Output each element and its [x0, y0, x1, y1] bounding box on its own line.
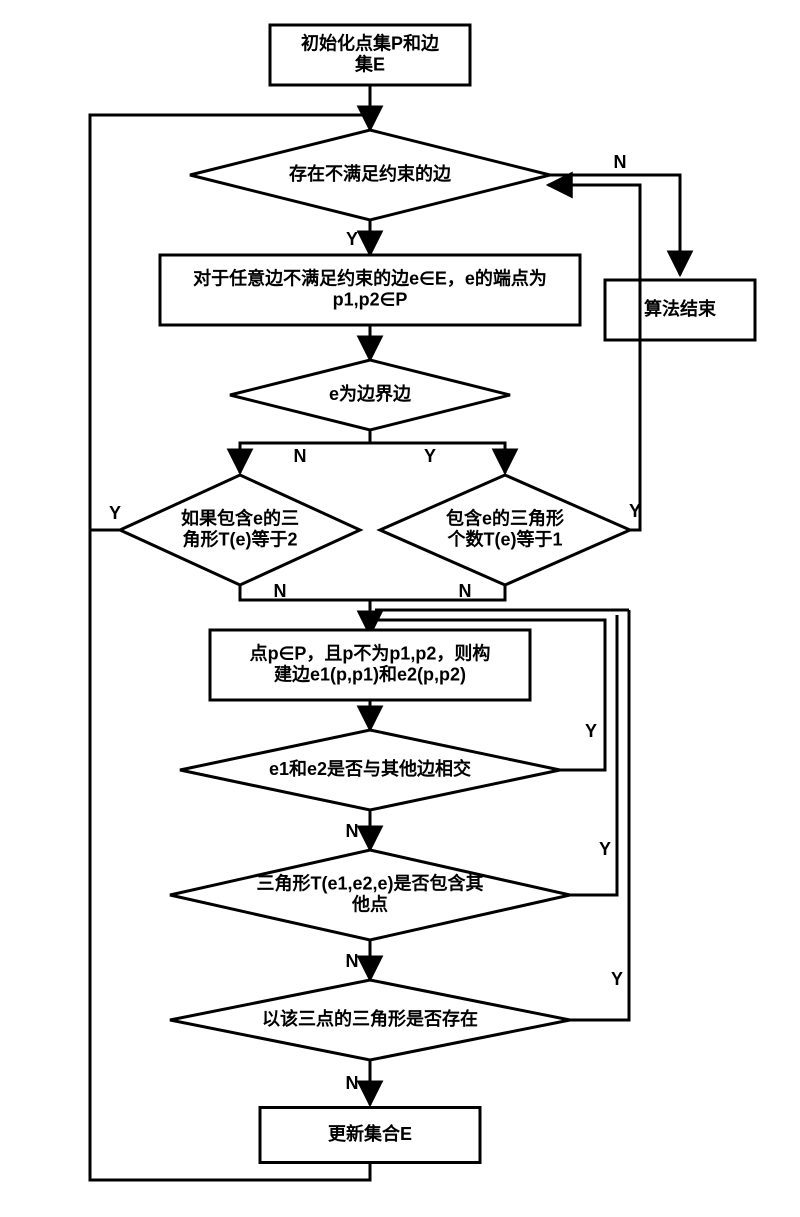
label-d4-n: N — [459, 581, 472, 601]
label-d7-y: Y — [611, 969, 623, 989]
label-d6-y: Y — [599, 839, 611, 859]
node-p2-label: 点p∈P，且p不为p1,p2，则构建边e1(p,p1)和e2(p,p2) — [250, 642, 491, 684]
node-d4-label: 包含e的三角形个数T(e)等于1 — [446, 507, 564, 549]
node-d2-label: e为边界边 — [329, 383, 412, 404]
label-d3-y: Y — [109, 503, 121, 523]
label-d6-n: N — [346, 951, 359, 971]
edge-d4-n — [370, 585, 505, 600]
label-d2-y: Y — [424, 446, 436, 466]
edge-d2-right — [370, 443, 505, 473]
flowchart: 初始化点集P和边集E存在不满足约束的边YN算法结束对于任意边不满足约束的边e∈E… — [0, 0, 800, 1217]
node-end-label: 算法结束 — [644, 298, 717, 319]
label-d3-n: N — [274, 581, 287, 601]
label-d2-n: N — [294, 446, 307, 466]
node-d5-label: e1和e2是否与其他边相交 — [269, 758, 471, 779]
node-d1-label: 存在不满足约束的边 — [289, 163, 452, 184]
node-d3-label: 如果包含e的三角形T(e)等于2 — [181, 507, 299, 549]
label-d5-y: Y — [585, 721, 597, 741]
label-d1-n: N — [614, 152, 627, 172]
label-d4-y: Y — [629, 501, 641, 521]
edge-d4-y-loop — [548, 185, 640, 530]
node-update-label: 更新集合E — [328, 1123, 412, 1144]
label-d7-n: N — [346, 1073, 359, 1093]
node-d7-label: 以该三点的三角形是否存在 — [262, 1008, 478, 1029]
label-d5-n: N — [346, 821, 359, 841]
label-d1-y: Y — [346, 229, 358, 249]
edge-d3-n — [240, 585, 370, 600]
edge-d7-y — [570, 610, 629, 1020]
